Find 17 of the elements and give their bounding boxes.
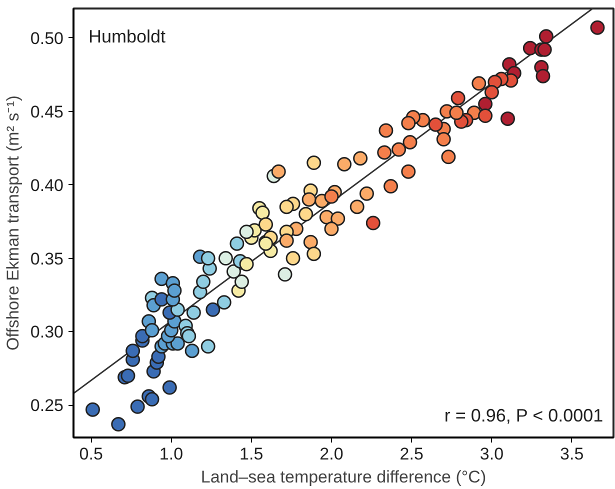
x-axis-title: Land–sea temperature difference (°C) bbox=[200, 468, 486, 486]
y-tick-label: 0.35 bbox=[30, 249, 64, 268]
y-tick-label: 0.50 bbox=[30, 28, 64, 48]
annotation: Humboldt bbox=[88, 26, 166, 46]
y-tick-label: 0.40 bbox=[30, 176, 64, 195]
x-tick-label: 1.5 bbox=[240, 444, 264, 464]
x-tick-label: 2.0 bbox=[320, 444, 344, 464]
x-tick-label: 0.5 bbox=[79, 444, 103, 464]
y-tick-label: 0.30 bbox=[30, 322, 64, 342]
y-axis-title: Offshore Ekman transport (m² s⁻¹) bbox=[3, 95, 22, 351]
x-tick-label: 3.0 bbox=[480, 444, 504, 464]
x-tick-label: 2.5 bbox=[400, 444, 424, 464]
y-tick-label: 0.25 bbox=[30, 396, 64, 416]
y-tick-label: 0.45 bbox=[30, 102, 64, 122]
x-tick-label: 3.5 bbox=[560, 444, 584, 464]
annotation: r = 0.96, P < 0.0001 bbox=[444, 406, 604, 426]
x-tick-label: 1.0 bbox=[159, 444, 184, 464]
